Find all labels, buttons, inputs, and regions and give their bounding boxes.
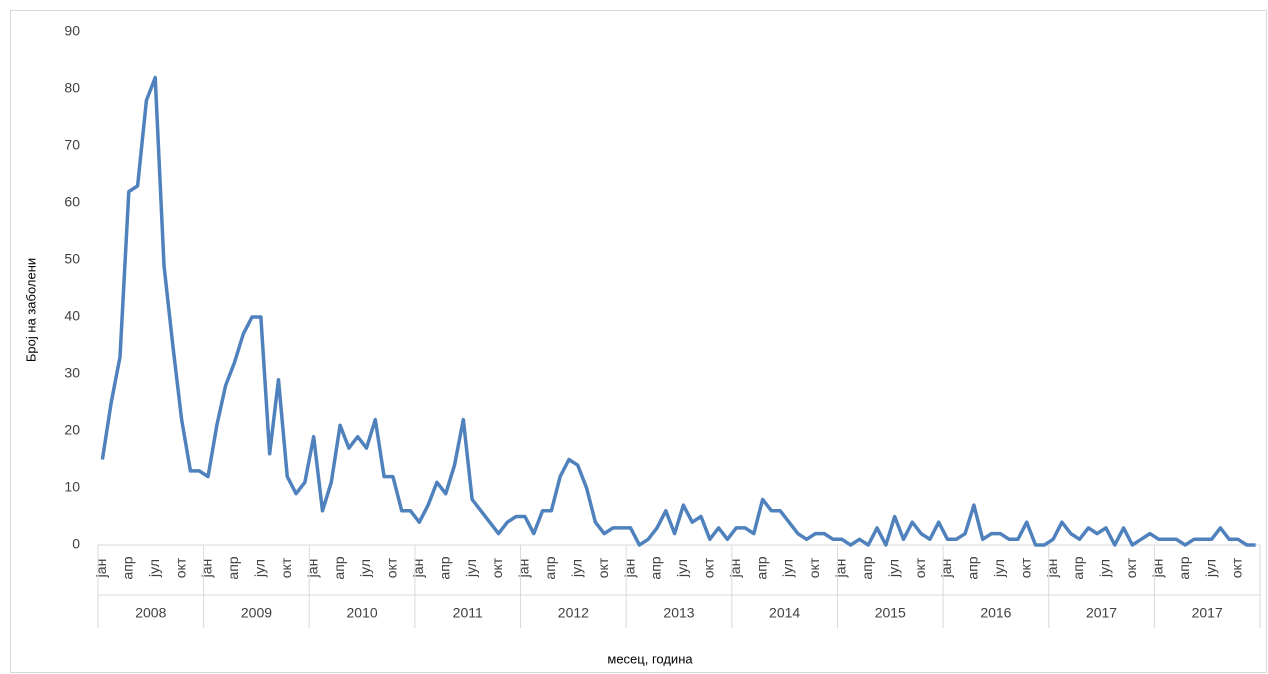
x-tick-label: јул: [780, 559, 796, 578]
x-tick-label: апр: [542, 556, 558, 579]
y-tick-label: 20: [64, 422, 80, 438]
x-tick-label: окт: [806, 557, 822, 578]
year-label: 2015: [875, 605, 906, 621]
year-label: 2012: [558, 605, 589, 621]
x-tick-label: јан: [199, 559, 215, 579]
y-tick-label: 70: [64, 137, 80, 153]
data-line: [100, 75, 1256, 547]
year-label: 2013: [663, 605, 694, 621]
x-tick-label: јул: [568, 559, 584, 578]
x-tick-label: јан: [727, 559, 743, 579]
x-tick-label: апр: [1176, 556, 1192, 579]
x-tick-label: апр: [648, 556, 664, 579]
x-tick-label: јан: [93, 559, 109, 579]
x-tick-label: апр: [859, 556, 875, 579]
x-tick-label: окт: [595, 557, 611, 578]
x-tick-label: апр: [753, 556, 769, 579]
y-tick-label: 50: [64, 251, 80, 267]
y-tick-label: 40: [64, 308, 80, 324]
year-label: 2017: [1086, 605, 1117, 621]
x-tick-label: окт: [489, 557, 505, 578]
x-tick-label: јул: [357, 559, 373, 578]
x-tick-label: окт: [1017, 557, 1033, 578]
y-tick-label: 90: [64, 23, 80, 39]
x-tick-label: апр: [436, 556, 452, 579]
x-tick-label: јул: [885, 559, 901, 578]
x-tick-label: апр: [225, 556, 241, 579]
x-tick-label: апр: [331, 556, 347, 579]
x-tick-label: окт: [172, 557, 188, 578]
x-tick-label: јул: [463, 559, 479, 578]
year-label: 2010: [347, 605, 378, 621]
year-label: 2009: [241, 605, 272, 621]
x-tick-label: јан: [410, 559, 426, 579]
y-tick-label: 60: [64, 194, 80, 210]
year-label: 2016: [980, 605, 1011, 621]
x-tick-label: јан: [938, 559, 954, 579]
y-tick-label: 80: [64, 80, 80, 96]
y-tick-label: 0: [72, 536, 80, 552]
x-tick-label: јул: [1202, 559, 1218, 578]
x-tick-label: јан: [1044, 559, 1060, 579]
x-tick-label: јан: [621, 559, 637, 579]
x-tick-label: јан: [833, 559, 849, 579]
x-tick-label: апр: [120, 556, 136, 579]
x-tick-label: јан: [516, 559, 532, 579]
year-label: 2014: [769, 605, 800, 621]
x-tick-label: окт: [1123, 557, 1139, 578]
x-tick-label: апр: [1070, 556, 1086, 579]
year-label: 2008: [135, 605, 166, 621]
x-tick-label: окт: [278, 557, 294, 578]
chart-frame: [10, 10, 1267, 673]
x-tick-label: окт: [912, 557, 928, 578]
x-tick-label: јул: [991, 559, 1007, 578]
x-tick-label: јул: [674, 559, 690, 578]
y-tick-label: 10: [64, 479, 80, 495]
year-label: 2011: [453, 605, 483, 621]
y-axis-title: Број на заболени: [23, 258, 38, 362]
x-tick-label: јул: [146, 559, 162, 578]
x-axis-title: месец, година: [607, 651, 693, 666]
x-tick-label: окт: [384, 557, 400, 578]
x-tick-label: окт: [1229, 557, 1245, 578]
x-tick-label: окт: [701, 557, 717, 578]
year-label: 2017: [1192, 605, 1223, 621]
y-tick-label: 30: [64, 365, 80, 381]
x-tick-label: јан: [1149, 559, 1165, 579]
x-tick-label: апр: [965, 556, 981, 579]
x-tick-label: јул: [1097, 559, 1113, 578]
x-tick-label: јул: [252, 559, 268, 578]
x-tick-label: јан: [304, 559, 320, 579]
